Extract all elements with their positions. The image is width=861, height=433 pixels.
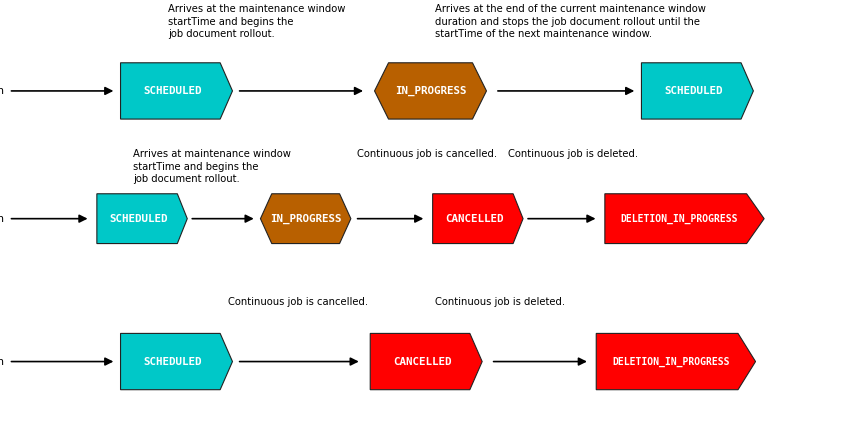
Polygon shape <box>604 194 765 243</box>
Text: Job creation: Job creation <box>0 356 4 367</box>
Text: SCHEDULED: SCHEDULED <box>665 86 723 96</box>
Text: SCHEDULED: SCHEDULED <box>144 86 202 96</box>
Polygon shape <box>260 194 351 243</box>
Text: Arrives at the end of the current maintenance window
duration and stops the job : Arrives at the end of the current mainte… <box>435 4 706 39</box>
Text: Arrives at the maintenance window
startTime and begins the
job document rollout.: Arrives at the maintenance window startT… <box>168 4 345 39</box>
Text: IN_PROGRESS: IN_PROGRESS <box>394 86 467 96</box>
Text: SCHEDULED: SCHEDULED <box>144 356 202 367</box>
Polygon shape <box>641 63 753 119</box>
Polygon shape <box>596 333 756 390</box>
Text: CANCELLED: CANCELLED <box>446 213 505 224</box>
Text: CANCELLED: CANCELLED <box>393 356 452 367</box>
Text: Continuous job is deleted.: Continuous job is deleted. <box>435 297 565 307</box>
Text: Continuous job is cancelled.: Continuous job is cancelled. <box>357 149 498 159</box>
Text: DELETION_IN_PROGRESS: DELETION_IN_PROGRESS <box>612 356 729 367</box>
Text: IN_PROGRESS: IN_PROGRESS <box>269 213 342 224</box>
Polygon shape <box>370 333 482 390</box>
Polygon shape <box>121 333 232 390</box>
Polygon shape <box>121 63 232 119</box>
Polygon shape <box>97 194 188 243</box>
Text: Continuous job is deleted.: Continuous job is deleted. <box>508 149 638 159</box>
Text: SCHEDULED: SCHEDULED <box>110 213 169 224</box>
Text: Continuous job is cancelled.: Continuous job is cancelled. <box>228 297 369 307</box>
Text: DELETION_IN_PROGRESS: DELETION_IN_PROGRESS <box>621 213 738 224</box>
Text: Job creation: Job creation <box>0 213 4 224</box>
Text: Job creation: Job creation <box>0 86 4 96</box>
Polygon shape <box>375 63 486 119</box>
Polygon shape <box>433 194 523 243</box>
Text: Arrives at maintenance window
startTime and begins the
job document rollout.: Arrives at maintenance window startTime … <box>133 149 291 184</box>
